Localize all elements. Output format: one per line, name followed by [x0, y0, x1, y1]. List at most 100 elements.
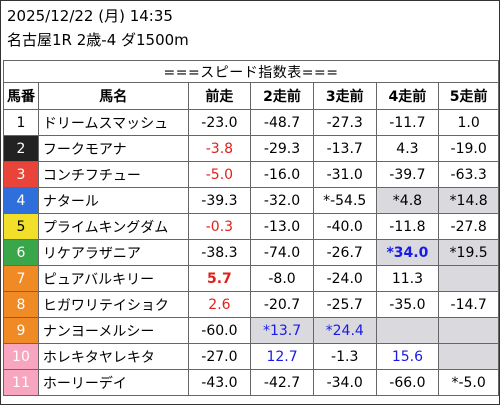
speed-index-cell: -23.0 — [187, 109, 252, 136]
table-row: 2 フークモアナ -3.8 -29.3 -13.7 4.3 -19.0 — [3, 135, 499, 162]
horse-name: ナンヨーメルシー — [37, 317, 189, 344]
speed-index-cell — [375, 317, 440, 344]
speed-index-cell: -63.3 — [438, 161, 499, 188]
race-datetime: 2025/12/22 (月) 14:35 — [7, 7, 173, 25]
horse-name: ドリームスマッシュ — [37, 109, 189, 136]
speed-index-cell: *34.0 — [375, 239, 440, 266]
table-row: 7 ピュアバルキリー 5.7 -8.0 -24.0 11.3 — [3, 265, 499, 292]
speed-index-table: ===スピード指数表=== 馬番 馬名 前走 2走前 3走前 4走前 5走前 1… — [3, 60, 499, 396]
speed-index-cell: -5.0 — [187, 161, 252, 188]
speed-index-cell: -3.8 — [187, 135, 252, 162]
col-header-horse-name: 馬名 — [37, 82, 189, 110]
speed-index-cell: 12.7 — [250, 343, 314, 370]
horse-name: プライムキングダム — [37, 213, 189, 240]
speed-index-cell: -0.3 — [187, 213, 252, 240]
horse-number: 7 — [3, 265, 39, 292]
speed-index-cell: -20.7 — [250, 291, 314, 318]
speed-index-cell: -27.3 — [312, 109, 377, 136]
speed-index-cell — [438, 343, 499, 370]
table-row: 11 ホーリーデイ -43.0 -42.7 -34.0 -66.0 *-5.0 — [3, 369, 499, 396]
table-row: 4 ナタール -39.3 -32.0 *-54.5 *4.8 *14.8 — [3, 187, 499, 214]
horse-number: 5 — [3, 213, 39, 240]
speed-index-cell — [438, 317, 499, 344]
table-row: 1 ドリームスマッシュ -23.0 -48.7 -27.3 -11.7 1.0 — [3, 109, 499, 136]
speed-index-cell: -39.3 — [187, 187, 252, 214]
horse-name: ホーリーデイ — [37, 369, 189, 396]
table-row: 10 ホレキタヤレキタ -27.0 12.7 -1.3 15.6 — [3, 343, 499, 370]
speed-index-cell: -40.0 — [312, 213, 377, 240]
horse-number: 10 — [3, 343, 39, 370]
horse-number: 9 — [3, 317, 39, 344]
horse-name: ナタール — [37, 187, 189, 214]
speed-index-cell: -1.3 — [312, 343, 377, 370]
speed-index-cell: *24.4 — [312, 317, 377, 344]
horse-name: リケアラザニア — [37, 239, 189, 266]
speed-index-cell: 1.0 — [438, 109, 499, 136]
speed-index-cell: 11.3 — [375, 265, 440, 292]
speed-index-cell: -25.7 — [312, 291, 377, 318]
table-row: 8 ヒガワリテイショク 2.6 -20.7 -25.7 -35.0 -14.7 — [3, 291, 499, 318]
speed-index-cell: -14.7 — [438, 291, 499, 318]
horse-name: コンチフチュー — [37, 161, 189, 188]
horse-number: 4 — [3, 187, 39, 214]
speed-index-cell: -19.0 — [438, 135, 499, 162]
speed-index-cell: -60.0 — [187, 317, 252, 344]
horse-number: 6 — [3, 239, 39, 266]
speed-index-cell: 5.7 — [187, 265, 252, 292]
horse-number: 3 — [3, 161, 39, 188]
speed-index-cell: -43.0 — [187, 369, 252, 396]
col-header-number: 馬番 — [3, 82, 39, 110]
horse-number: 11 — [3, 369, 39, 396]
col-header-5-races-ago: 5走前 — [438, 82, 499, 110]
speed-index-cell: -32.0 — [250, 187, 314, 214]
speed-index-cell: -16.0 — [250, 161, 314, 188]
speed-index-cell: 2.6 — [187, 291, 252, 318]
speed-index-cell: -13.0 — [250, 213, 314, 240]
col-header-4-races-ago: 4走前 — [375, 82, 440, 110]
speed-index-cell: *4.8 — [375, 187, 440, 214]
col-header-last-race: 前走 — [187, 82, 252, 110]
speed-index-cell — [438, 265, 499, 292]
speed-index-cell: -8.0 — [250, 265, 314, 292]
speed-index-cell: *-5.0 — [438, 369, 499, 396]
speed-index-cell: -24.0 — [312, 265, 377, 292]
speed-index-cell: *13.7 — [250, 317, 314, 344]
horse-name: ピュアバルキリー — [37, 265, 189, 292]
speed-index-cell: -38.3 — [187, 239, 252, 266]
speed-index-cell: -29.3 — [250, 135, 314, 162]
table-row: 9 ナンヨーメルシー -60.0 *13.7 *24.4 — [3, 317, 499, 344]
speed-index-cell: -11.8 — [375, 213, 440, 240]
table-row: 6 リケアラザニア -38.3 -74.0 -26.7 *34.0 *19.5 — [3, 239, 499, 266]
speed-index-cell: 15.6 — [375, 343, 440, 370]
table-header-row: 馬番 馬名 前走 2走前 3走前 4走前 5走前 — [3, 82, 499, 110]
speed-index-cell: 4.3 — [375, 135, 440, 162]
speed-index-cell: -26.7 — [312, 239, 377, 266]
speed-index-cell: -13.7 — [312, 135, 377, 162]
speed-index-cell: -34.0 — [312, 369, 377, 396]
horse-number: 8 — [3, 291, 39, 318]
col-header-2-races-ago: 2走前 — [250, 82, 314, 110]
speed-index-cell: -42.7 — [250, 369, 314, 396]
table-row: 3 コンチフチュー -5.0 -16.0 -31.0 -39.7 -63.3 — [3, 161, 499, 188]
speed-index-cell: *-54.5 — [312, 187, 377, 214]
speed-index-cell: -11.7 — [375, 109, 440, 136]
horse-name: ヒガワリテイショク — [37, 291, 189, 318]
speed-index-cell: -27.0 — [187, 343, 252, 370]
speed-index-cell: -48.7 — [250, 109, 314, 136]
horse-name: フークモアナ — [37, 135, 189, 162]
horse-number: 2 — [3, 135, 39, 162]
speed-index-cell: -74.0 — [250, 239, 314, 266]
speed-index-cell: -35.0 — [375, 291, 440, 318]
speed-index-cell: -39.7 — [375, 161, 440, 188]
horse-name: ホレキタヤレキタ — [37, 343, 189, 370]
speed-index-cell: -27.8 — [438, 213, 499, 240]
speed-index-cell: *19.5 — [438, 239, 499, 266]
table-row: 5 プライムキングダム -0.3 -13.0 -40.0 -11.8 -27.8 — [3, 213, 499, 240]
horse-number: 1 — [3, 109, 39, 136]
table-title: ===スピード指数表=== — [3, 60, 499, 83]
speed-index-cell: -66.0 — [375, 369, 440, 396]
speed-index-cell: -31.0 — [312, 161, 377, 188]
col-header-3-races-ago: 3走前 — [312, 82, 377, 110]
speed-index-cell: *14.8 — [438, 187, 499, 214]
